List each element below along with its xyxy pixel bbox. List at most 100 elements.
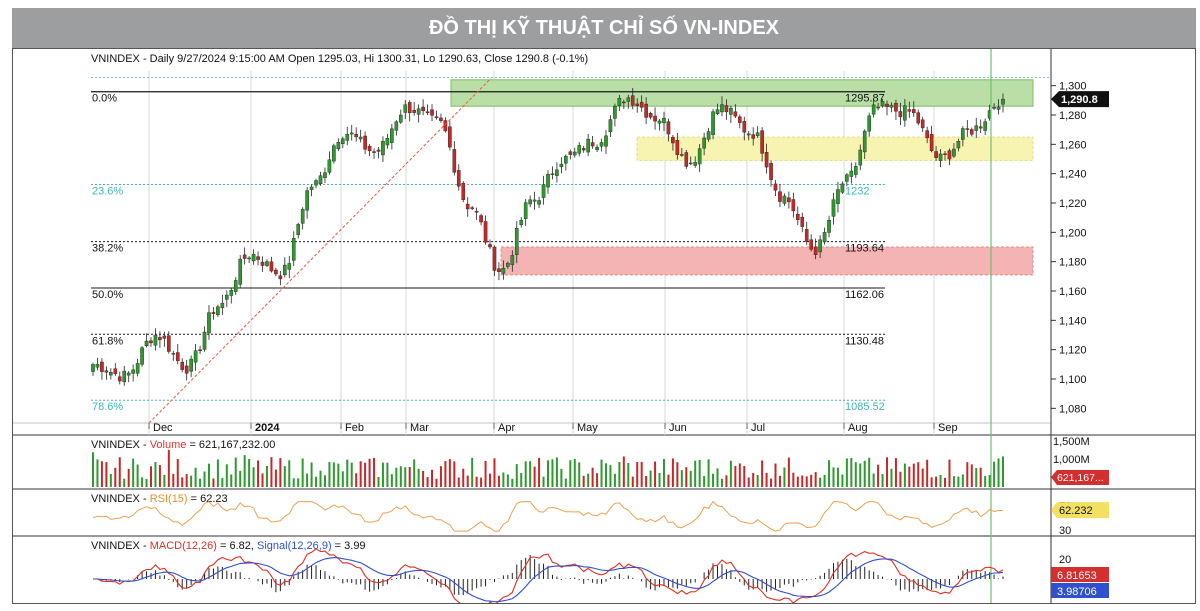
volume-prefix: VNINDEX -: [91, 439, 150, 451]
volume-bar: [109, 473, 112, 487]
signal-line: [93, 557, 1004, 603]
candle-body: [332, 145, 336, 162]
candle-body: [760, 130, 764, 154]
candle-body: [412, 110, 416, 113]
volume-bar: [569, 460, 572, 487]
last-price-tag: [1051, 91, 1109, 108]
candle-body: [113, 368, 118, 374]
volume-bar: [453, 461, 456, 487]
volume-bar: [377, 476, 380, 487]
volume-bar: [533, 466, 536, 487]
rsi-pane: 703062.232: [92, 500, 1109, 537]
candle-body: [978, 126, 983, 129]
candle-body: [461, 183, 466, 200]
fib-pct-label: 0.0%: [92, 93, 117, 105]
volume-bar: [975, 468, 978, 487]
volume-bar: [921, 468, 924, 487]
volume-y-tick-label: 1,000M: [1053, 454, 1090, 466]
fib-pct-label: 78.6%: [92, 401, 123, 413]
volume-bar: [524, 461, 527, 487]
candle-body: [742, 121, 747, 133]
volume-bar: [622, 456, 625, 487]
volume-bar: [493, 458, 496, 487]
candle-body: [934, 151, 938, 158]
volume-bar: [248, 459, 251, 487]
candle-body: [577, 145, 582, 154]
candle-body: [95, 363, 100, 368]
candle-body: [751, 134, 755, 139]
candle-body: [430, 109, 434, 116]
candle-body: [782, 195, 787, 204]
y-tick-label: 1,160: [1059, 286, 1087, 298]
volume-bar: [497, 475, 500, 487]
candle-body: [840, 183, 845, 193]
candle-body: [233, 280, 238, 292]
candle-body: [688, 162, 693, 165]
volume-bar: [810, 474, 813, 487]
volume-bar: [141, 477, 144, 487]
volume-bar: [417, 468, 420, 487]
candle-body: [965, 128, 970, 130]
volume-bar: [903, 463, 906, 487]
volume-bar: [230, 474, 233, 487]
volume-bar: [957, 476, 960, 487]
candle-body: [265, 261, 269, 266]
fib-value-label: 1130.48: [845, 335, 884, 347]
candle-body: [216, 306, 220, 315]
volume-bar: [631, 476, 634, 487]
candle-body: [443, 120, 448, 132]
candle-body: [483, 221, 488, 243]
candle-body: [109, 372, 113, 376]
volume-bar: [381, 462, 384, 487]
candle-body: [100, 361, 104, 372]
volume-bar: [163, 474, 166, 487]
volume-bar: [149, 466, 152, 487]
volume-bar: [283, 466, 286, 487]
candle-body: [514, 228, 519, 255]
volume-bar: [756, 475, 759, 487]
volume-bar: [555, 457, 558, 487]
volume-bar: [716, 468, 719, 487]
candle-body: [385, 138, 390, 146]
volume-bar: [154, 462, 157, 487]
candle-body: [358, 136, 363, 140]
y-tick-label: 1,280: [1059, 110, 1087, 122]
candle-body: [523, 202, 528, 219]
volume-bar: [515, 464, 518, 487]
candle-body: [996, 106, 1001, 110]
candle-body: [140, 347, 144, 365]
candle-body: [421, 106, 425, 111]
volume-bar: [431, 469, 434, 487]
candle-body: [586, 138, 590, 153]
candle-body: [671, 137, 675, 144]
candle-body: [568, 151, 573, 155]
volume-bar: [578, 462, 581, 487]
fib-pct-label: 23.6%: [92, 186, 123, 198]
volume-bar: [257, 460, 260, 487]
candle-body: [251, 254, 256, 262]
volume-bar: [640, 461, 643, 487]
volume-bar: [613, 473, 616, 487]
candle-body: [961, 128, 965, 140]
candle-body: [572, 151, 577, 156]
candle-body: [925, 130, 929, 139]
candle-body: [314, 180, 318, 186]
candle-body: [836, 189, 840, 204]
x-tick-label: Apr: [498, 422, 515, 434]
candle-body: [818, 239, 822, 253]
candle-body: [608, 119, 613, 133]
volume-bar: [355, 473, 358, 487]
zone-middle: [636, 136, 1034, 161]
candle-body: [323, 172, 327, 178]
volume-bar: [645, 476, 648, 487]
candle-body: [880, 101, 885, 107]
signal-last-label: 3.98706: [1057, 586, 1097, 598]
candle-body: [778, 191, 782, 202]
candle-body: [506, 262, 510, 267]
volume-bar: [899, 471, 902, 487]
volume-bar: [783, 467, 786, 487]
signal-last-tag: [1051, 583, 1109, 598]
candle-body: [448, 126, 452, 148]
candle-body: [639, 101, 644, 108]
volume-bar: [560, 468, 563, 487]
